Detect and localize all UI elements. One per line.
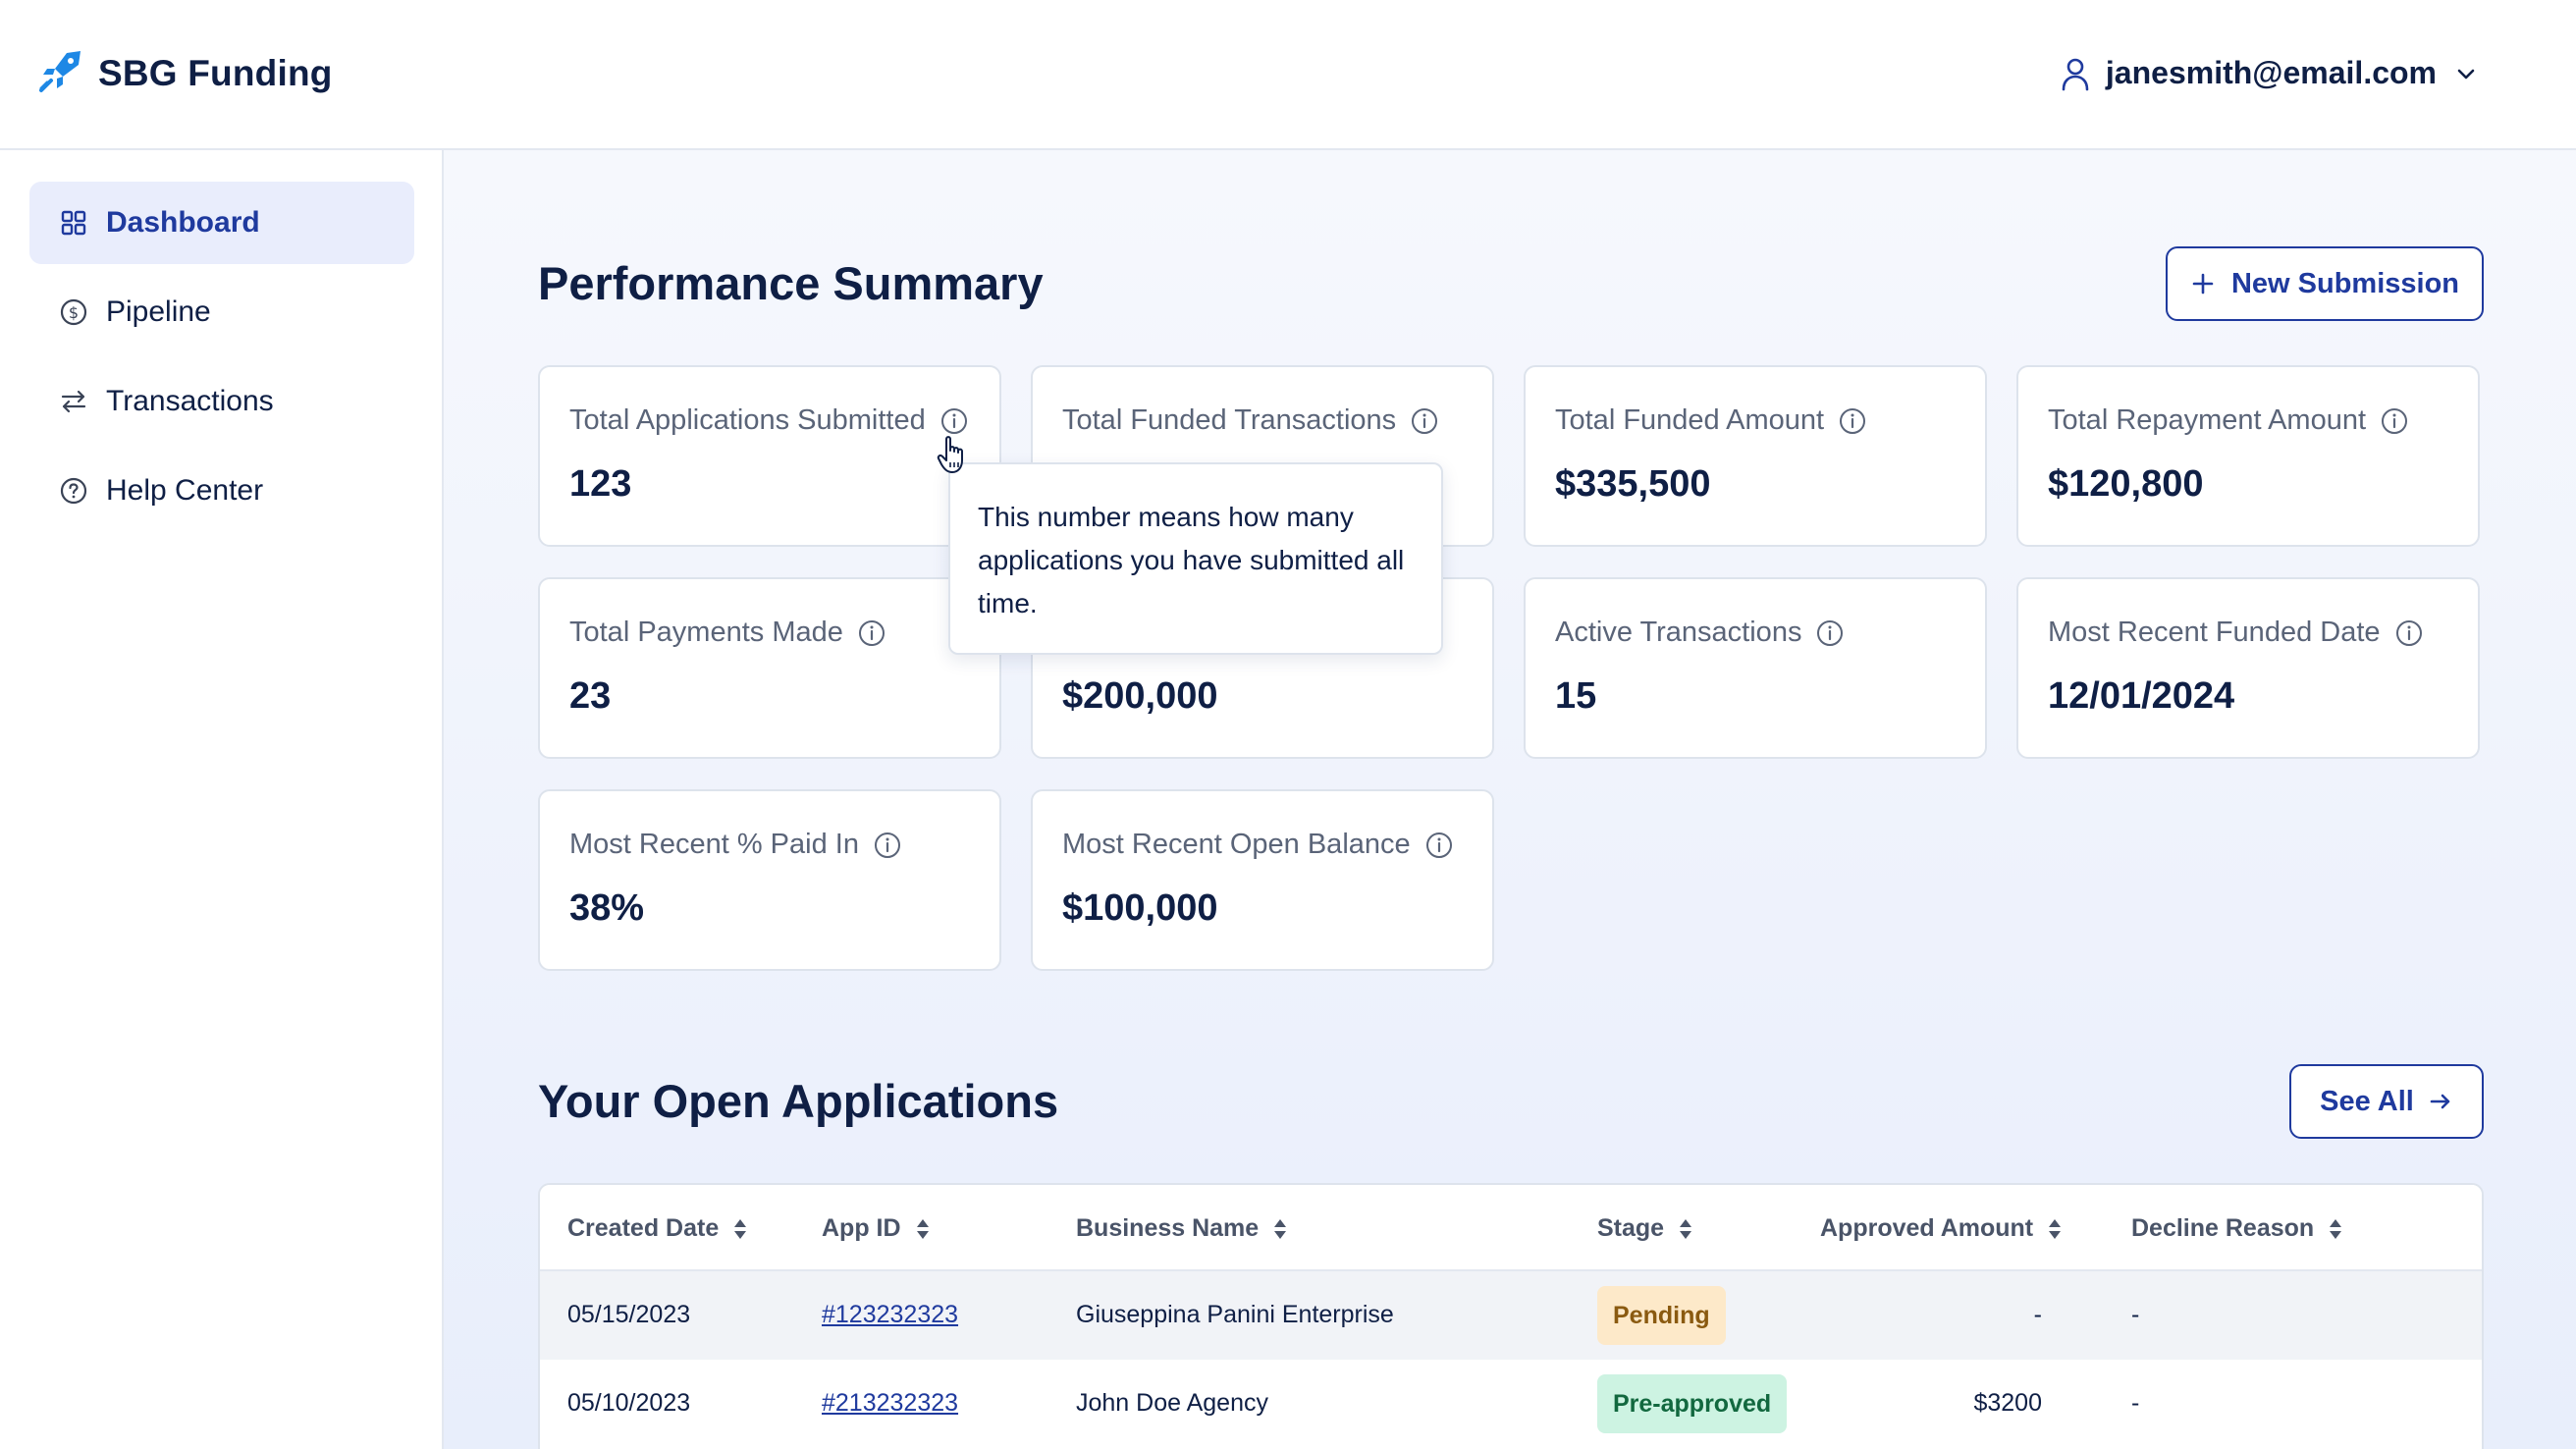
info-icon[interactable] (939, 406, 969, 436)
stat-value: 23 (569, 675, 612, 717)
sidebar: Dashboard $ Pipeline Transactions Help C… (0, 150, 444, 1449)
stat-card: Most Recent Funded Date 12/01/2024 (2016, 577, 2480, 759)
cell-app-id-link[interactable]: #213232323 (822, 1389, 959, 1417)
column-header-approved-amount[interactable]: Approved Amount (1820, 1214, 2063, 1243)
sidebar-item-help-center[interactable]: Help Center (29, 450, 414, 532)
column-header-decline-reason[interactable]: Decline Reason (2131, 1214, 2343, 1243)
info-icon[interactable] (857, 618, 886, 648)
sidebar-item-label: Dashboard (106, 206, 260, 239)
stat-label: Total Applications Submitted (569, 404, 926, 436)
cell-decline-reason: - (2131, 1301, 2140, 1328)
sort-icon (1259, 1216, 1288, 1242)
stat-card: Most Recent Open Balance $100,000 (1031, 789, 1494, 971)
applications-table: Created Date App ID Business Name Stage … (538, 1183, 2484, 1449)
arrows-swap-icon (59, 387, 88, 416)
table-row[interactable]: 05/10/2023 #213232323 John Doe Agency Pr… (540, 1360, 2482, 1448)
arrow-right-icon (2428, 1089, 2453, 1114)
top-header: SBG Funding janesmith@email.com (0, 0, 2576, 150)
stat-value: $120,800 (2048, 463, 2204, 505)
chevron-down-icon (2437, 62, 2478, 85)
stat-value: $335,500 (1555, 463, 1711, 505)
sort-icon (2033, 1216, 2063, 1242)
cell-business-name: John Doe Agency (1076, 1389, 1268, 1417)
column-header-business-name[interactable]: Business Name (1076, 1214, 1288, 1243)
cell-approved-amount: - (2033, 1301, 2042, 1328)
main-content: Performance Summary New Submission Total… (444, 150, 2576, 1449)
cell-business-name: Giuseppina Panini Enterprise (1076, 1301, 1394, 1328)
stat-card: Total Applications Submitted 123 (538, 365, 1001, 547)
stat-label: Total Payments Made (569, 617, 843, 648)
open-applications-title: Your Open Applications (538, 1075, 1059, 1127)
dollar-circle-icon: $ (59, 297, 88, 327)
sidebar-item-pipeline[interactable]: $ Pipeline (29, 271, 414, 353)
sort-icon (901, 1216, 931, 1242)
svg-text:$: $ (69, 303, 79, 322)
stat-value: 15 (1555, 675, 1597, 717)
sidebar-item-transactions[interactable]: Transactions (29, 360, 414, 443)
info-icon[interactable] (1410, 406, 1439, 436)
stat-value: $100,000 (1062, 887, 1218, 929)
stat-label: Most Recent Open Balance (1062, 829, 1411, 860)
sidebar-item-label: Help Center (106, 474, 264, 507)
user-menu[interactable]: janesmith@email.com (2059, 55, 2478, 91)
stat-card: Active Transactions 15 (1524, 577, 1987, 759)
brand-name: SBG Funding (98, 52, 333, 93)
stat-label: Most Recent Funded Date (2048, 617, 2381, 648)
see-all-label: See All (2320, 1085, 2414, 1117)
info-icon[interactable] (2394, 618, 2424, 648)
stat-card: Total Payments Made 23 (538, 577, 1001, 759)
info-icon[interactable] (1838, 406, 1867, 436)
column-header-stage[interactable]: Stage (1597, 1214, 1693, 1243)
cell-app-id-link[interactable]: #123232323 (822, 1301, 959, 1328)
stat-card: Total Repayment Amount $120,800 (2016, 365, 2480, 547)
info-icon[interactable] (1424, 831, 1454, 860)
new-submission-button[interactable]: New Submission (2166, 246, 2484, 321)
hand-pointer-cursor-icon (937, 433, 972, 481)
sidebar-item-label: Transactions (106, 385, 274, 417)
status-badge: Pre-approved (1597, 1374, 1788, 1433)
stat-label: Most Recent % Paid In (569, 829, 859, 860)
stat-label: Total Funded Amount (1555, 404, 1825, 436)
rocket-logo-icon (37, 47, 88, 99)
info-icon[interactable] (873, 831, 902, 860)
stat-value: 12/01/2024 (2048, 675, 2235, 717)
plus-icon (2190, 271, 2216, 296)
new-submission-label: New Submission (2230, 267, 2460, 299)
stat-card: Total Funded Amount $335,500 (1524, 365, 1987, 547)
sort-icon (719, 1216, 748, 1242)
stat-card: Most Recent % Paid In 38% (538, 789, 1001, 971)
sidebar-item-dashboard[interactable]: Dashboard (29, 182, 414, 264)
performance-summary-title: Performance Summary (538, 257, 1044, 309)
cell-created-date: 05/15/2023 (567, 1301, 691, 1328)
table-row[interactable]: 05/15/2023 #123232323 Giuseppina Panini … (540, 1271, 2482, 1360)
cell-decline-reason: - (2131, 1389, 2140, 1417)
column-header-app-id[interactable]: App ID (822, 1214, 931, 1243)
stat-value: $200,000 (1062, 675, 1218, 717)
brand-logo[interactable]: SBG Funding (37, 47, 333, 99)
cell-approved-amount: $3200 (1973, 1389, 2042, 1417)
user-email: janesmith@email.com (2105, 55, 2437, 90)
cell-created-date: 05/10/2023 (567, 1389, 691, 1417)
info-tooltip: This number means how many applications … (948, 462, 1443, 655)
stat-value: 123 (569, 463, 632, 505)
table-header: Created Date App ID Business Name Stage … (540, 1185, 2482, 1271)
column-header-created-date[interactable]: Created Date (567, 1214, 748, 1243)
stat-label: Active Transactions (1555, 617, 1802, 648)
status-badge: Pending (1597, 1286, 1726, 1345)
sort-icon (1664, 1216, 1693, 1242)
stat-value: 38% (569, 887, 645, 929)
see-all-button[interactable]: See All (2289, 1064, 2484, 1139)
user-icon (2059, 56, 2092, 91)
stat-label: Total Repayment Amount (2048, 404, 2367, 436)
sort-icon (2314, 1216, 2343, 1242)
info-icon[interactable] (2380, 406, 2409, 436)
info-icon[interactable] (1815, 618, 1845, 648)
grid-icon (59, 208, 88, 238)
question-circle-icon (59, 476, 88, 506)
sidebar-item-label: Pipeline (106, 295, 211, 328)
stat-label: Total Funded Transactions (1062, 404, 1397, 436)
